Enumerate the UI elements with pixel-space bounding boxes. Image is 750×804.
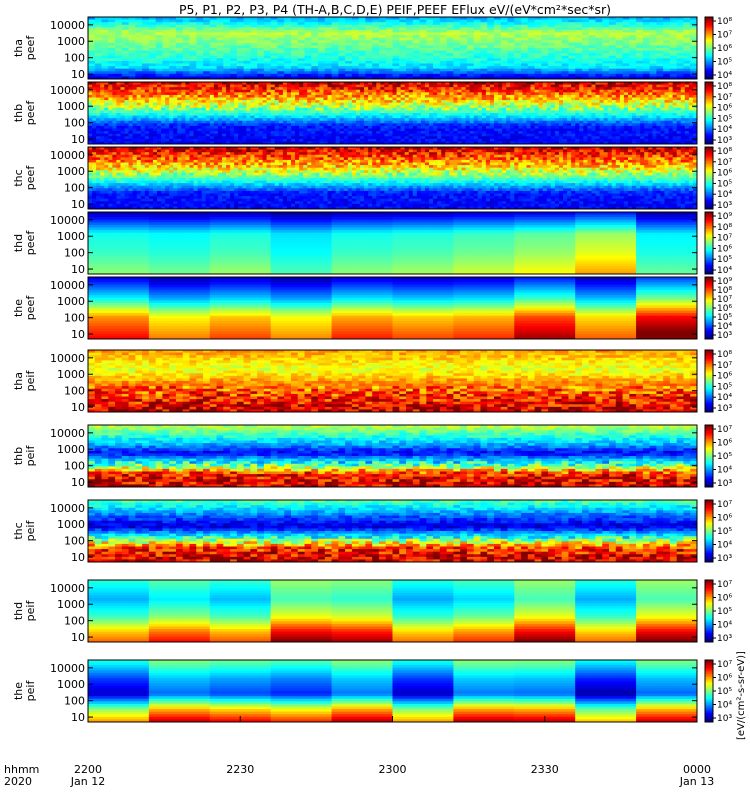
chart-title: P5, P1, P2, P3, P4 (TH-A,B,C,D,E) PEIF,P… bbox=[179, 2, 611, 17]
spectrogram-tha-peef bbox=[88, 17, 698, 80]
y-tick-label: 100 bbox=[64, 52, 85, 65]
y-tick-label: 1000 bbox=[57, 35, 85, 48]
y-tick-label: 10000 bbox=[50, 19, 85, 32]
spectrogram-thb-peef bbox=[88, 82, 698, 145]
panel-product-label: peef bbox=[24, 35, 37, 61]
y-tick-label: 10 bbox=[71, 68, 85, 81]
